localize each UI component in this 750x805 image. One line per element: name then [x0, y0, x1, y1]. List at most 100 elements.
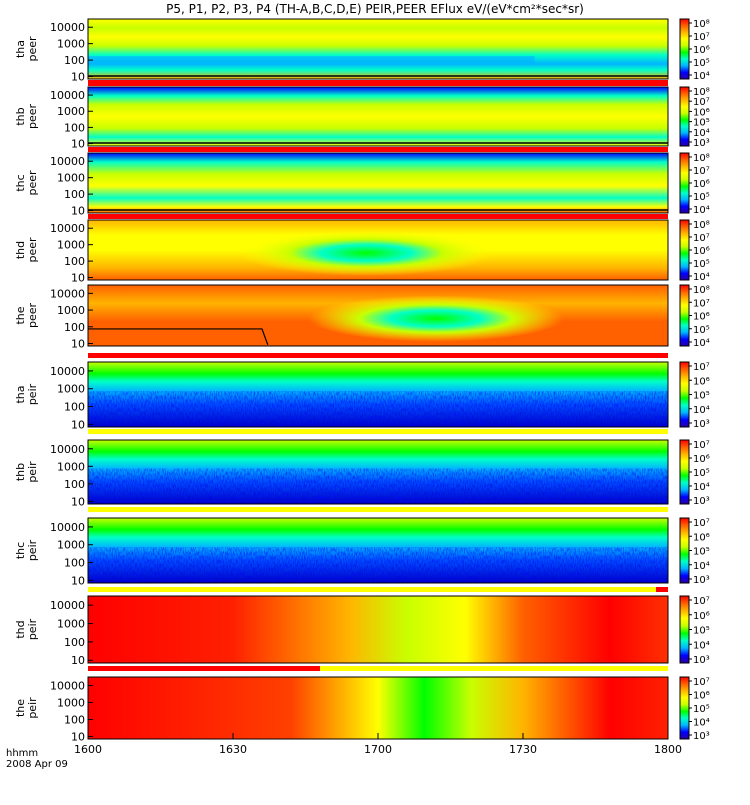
panel-tha-peir: 10000 1000 100 10 thapeir 10⁷ 10⁶ 10⁵ 10⁴ 10³	[14, 361, 710, 431]
colorbar-tick-label: 10⁴	[693, 128, 710, 139]
y-tick-label: 1000	[57, 105, 85, 118]
panel-frame	[87, 439, 669, 505]
colorbar-tick-label: 10⁷	[693, 518, 710, 529]
spectrogram-the-peir	[88, 677, 668, 739]
colorbar-tick-label: 10⁷	[693, 97, 710, 108]
colorbar-tick-label: 10³	[693, 655, 710, 666]
colorbar-tick-label: 10⁷	[693, 32, 710, 43]
status-bar	[88, 666, 668, 671]
x-tick-label: 1700	[364, 743, 392, 756]
colorbar-tick-label: 10³	[693, 731, 710, 742]
colorbar-tick-label: 10⁵	[693, 58, 710, 69]
panel-the-peer: 10000 1000 100 10 thepeer 10⁸ 10⁷ 10⁶ 10⁵ 10⁴	[14, 284, 710, 350]
colorbar-tick-label: 10⁶	[693, 45, 710, 56]
y-tick-label: 10	[71, 272, 85, 285]
colorbar-tick-label: 10⁶	[693, 107, 710, 118]
energy-enhancement	[238, 230, 494, 276]
colorbar-tick-label: 10⁸	[693, 19, 710, 30]
spacecraft-potential-line	[88, 328, 269, 345]
y-tick-label: 1000	[57, 460, 85, 473]
y-tick-label: 10	[71, 205, 85, 218]
y-tick-label: 10000	[50, 521, 85, 534]
y-tick-label: 10	[71, 337, 85, 350]
colorbar	[679, 595, 690, 664]
colorbar-tick-label: 10⁸	[693, 220, 710, 231]
y-tick-label: 10000	[50, 155, 85, 168]
x-tick-label: 1800	[654, 743, 682, 756]
y-tick-label: 10	[71, 418, 85, 431]
y-tick-label: 100	[64, 54, 85, 67]
colorbar-tick-label: 10³	[693, 575, 710, 586]
y-axis-label: thdpeir	[14, 618, 39, 640]
noise-floor	[88, 391, 668, 427]
status-bar	[88, 587, 668, 592]
y-axis-label: thapeer	[14, 36, 39, 62]
y-tick-label: 100	[64, 713, 85, 726]
colorbar-tick-label: 10⁶	[693, 179, 710, 190]
y-tick-label: 10000	[50, 21, 85, 34]
status-bar	[88, 353, 668, 358]
colorbar-tick-label: 10⁶	[693, 376, 710, 387]
y-tick-label: 1000	[57, 304, 85, 317]
colorbar-tick-label: 10⁴	[693, 71, 710, 82]
panel-frame	[87, 152, 669, 214]
colorbar	[679, 439, 690, 505]
y-tick-label: 10	[71, 730, 85, 743]
colorbar-tick-label: 10⁵	[693, 118, 710, 129]
colorbar-tick-label: 10⁴	[693, 561, 710, 572]
colorbar-tick-label: 10⁵	[693, 391, 710, 402]
y-tick-label: 100	[64, 636, 85, 649]
panels: 10000100010010thapeer10⁸10⁷10⁶10⁵10⁴1000…	[14, 18, 710, 743]
figure-title: P5, P1, P2, P3, P4 (TH-A,B,C,D,E) PEIR,P…	[166, 2, 584, 16]
colorbar-tick-label: 10⁷	[693, 233, 710, 244]
low-energy-band	[88, 56, 535, 64]
y-tick-label: 10000	[50, 365, 85, 378]
colorbar-tick-label: 10⁷	[693, 677, 710, 688]
y-axis-label: thepeer	[14, 303, 39, 329]
panel-the-peir: 10000 1000 100 10 thepeir 10⁷ 10⁶ 10⁵ 10⁴ 10³	[14, 676, 710, 743]
colorbar-tick-label: 10⁶	[693, 611, 710, 622]
y-tick-label: 10000	[50, 443, 85, 456]
status-bar-segment	[656, 587, 668, 592]
y-axis-label: thdpeer	[14, 237, 39, 263]
colorbar-tick-label: 10³	[693, 419, 710, 430]
y-tick-label: 1000	[57, 38, 85, 51]
y-tick-label: 1000	[57, 618, 85, 631]
y-tick-label: 1000	[57, 172, 85, 185]
panel-thd-peir: 10000 1000 100 10 thdpeir 10⁷ 10⁶ 10⁵ 10⁴ 10³	[14, 595, 710, 667]
spectrogram-tha-peer	[88, 19, 668, 79]
spectrogram-thb-peer	[88, 87, 668, 146]
noise-floor	[88, 547, 668, 583]
y-axis-label: thcpeer	[14, 170, 39, 196]
time-label-hhmm: hhmm	[6, 748, 38, 759]
colorbar-tick-label: 10⁷	[693, 298, 710, 309]
colorbar-tick-label: 10⁴	[693, 338, 710, 349]
status-bar-segment	[88, 666, 320, 671]
panel-thc-peir: 10000 1000 100 10 thcpeir 10⁷ 10⁶ 10⁵ 10⁴ 10³	[14, 517, 710, 587]
y-tick-label: 100	[64, 557, 85, 570]
colorbar-tick-label: 10⁶	[693, 691, 710, 702]
panel-frame	[87, 361, 669, 428]
colorbar	[679, 152, 690, 214]
colorbar-tick-label: 10⁷	[693, 166, 710, 177]
colorbar-tick-label: 10³	[693, 138, 710, 149]
colorbar-tick-label: 10⁵	[693, 626, 710, 637]
panel-frame	[87, 18, 669, 80]
y-tick-label: 100	[64, 321, 85, 334]
x-tick-label: 1600	[74, 743, 102, 756]
colorbar-tick-label: 10⁴	[693, 272, 710, 283]
y-tick-label: 100	[64, 188, 85, 201]
status-bar	[88, 80, 668, 86]
y-tick-label: 10	[71, 495, 85, 508]
colorbar-tick-label: 10⁵	[693, 259, 710, 270]
panel-thd-peer: 10000 1000 100 10 thdpeer 10⁸ 10⁷ 10⁶ 10⁵ 10⁴	[14, 219, 710, 285]
y-tick-label: 10000	[50, 599, 85, 612]
colorbar-tick-label: 10⁶	[693, 246, 710, 257]
panel-frame	[87, 595, 669, 664]
colorbar-tick-label: 10⁶	[693, 454, 710, 465]
colorbar	[679, 219, 690, 281]
y-tick-label: 10000	[50, 89, 85, 102]
colorbar-tick-label: 10⁴	[693, 205, 710, 216]
